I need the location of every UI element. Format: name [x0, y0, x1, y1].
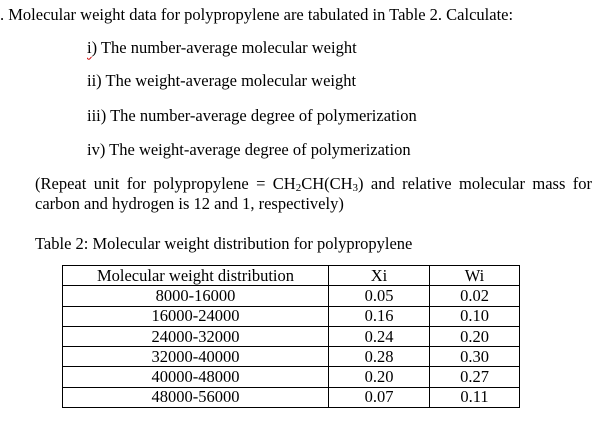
cell-wi: 0.30 — [429, 346, 520, 368]
list-item-ii-text: ) The weight-average molecular weight — [96, 70, 357, 90]
table-row: 48000-56000 0.07 0.11 — [62, 386, 520, 409]
cell-wi: 0.27 — [429, 366, 520, 388]
table-row: 40000-48000 0.20 0.27 — [62, 366, 520, 388]
cell-wi: 0.02 — [429, 285, 520, 307]
list-item-iv-text: ) The weight-average degree of polymeriz… — [99, 139, 411, 159]
cell-xi: 0.20 — [328, 366, 430, 388]
question-text: . Molecular weight data for polypropylen… — [0, 5, 514, 24]
cell-wi: 0.10 — [429, 305, 520, 327]
chem-subscript-2: 2 — [295, 182, 302, 194]
table-row: 8000-16000 0.05 0.02 — [62, 285, 520, 307]
cell-range: 24000-32000 — [62, 325, 329, 348]
table-row: 32000-40000 0.28 0.30 — [62, 346, 520, 368]
cell-range: 8000-16000 — [62, 285, 329, 307]
list-item-iii: iii) The number-average degree of polyme… — [87, 107, 417, 124]
molecular-weight-table: Molecular weight distribution Xi Wi 8000… — [62, 264, 520, 409]
cell-xi: 0.07 — [328, 386, 430, 409]
list-item-ii: ii) The weight-average molecular weight — [87, 72, 356, 89]
note-line-1: (Repeat unit for polypropylene = CH2CH(C… — [35, 174, 592, 194]
note-line1-pre: (Repeat unit for polypropylene = CH — [35, 174, 296, 193]
table-caption: Table 2: Molecular weight distribution f… — [35, 234, 413, 253]
table-header-row: Molecular weight distribution Xi Wi — [62, 264, 520, 287]
cell-range: 48000-56000 — [62, 386, 329, 409]
table-row: 24000-32000 0.24 0.20 — [62, 325, 520, 348]
cell-range: 40000-48000 — [62, 366, 329, 388]
cell-range: 16000-24000 — [62, 305, 329, 327]
list-item-iii-text: ) The number-average degree of polymeriz… — [100, 106, 417, 125]
list-marker-i: i — [87, 37, 92, 57]
cell-range: 32000-40000 — [62, 346, 329, 368]
cell-wi: 0.20 — [429, 325, 520, 348]
list-marker-iii: iii — [87, 106, 101, 125]
list-item-iv: iv) The weight-average degree of polymer… — [87, 141, 411, 158]
header-distribution: Molecular weight distribution — [62, 264, 329, 287]
list-item-i-text: ) The number-average molecular weight — [91, 37, 357, 57]
note-line1-post: ) and relative molecular mass for — [358, 174, 592, 193]
list-item-i: i) The number-average molecular weight — [87, 39, 357, 56]
cell-wi: 0.11 — [429, 386, 520, 409]
repeat-unit-note: (Repeat unit for polypropylene = CH2CH(C… — [35, 174, 592, 213]
table-row: 16000-24000 0.16 0.10 — [62, 305, 520, 327]
cell-xi: 0.28 — [328, 346, 430, 368]
cell-xi: 0.16 — [328, 305, 430, 327]
note-line1-mid: CH(CH — [301, 174, 353, 193]
list-marker-ii: ii — [87, 70, 97, 90]
list-marker-iv: iv — [87, 139, 100, 159]
header-xi: Xi — [328, 264, 430, 287]
note-line-2: carbon and hydrogen is 12 and 1, respect… — [35, 193, 344, 213]
chem-subscript-3: 3 — [352, 182, 359, 194]
cell-xi: 0.24 — [328, 325, 430, 348]
header-wi: Wi — [429, 264, 520, 287]
cell-xi: 0.05 — [328, 285, 430, 307]
